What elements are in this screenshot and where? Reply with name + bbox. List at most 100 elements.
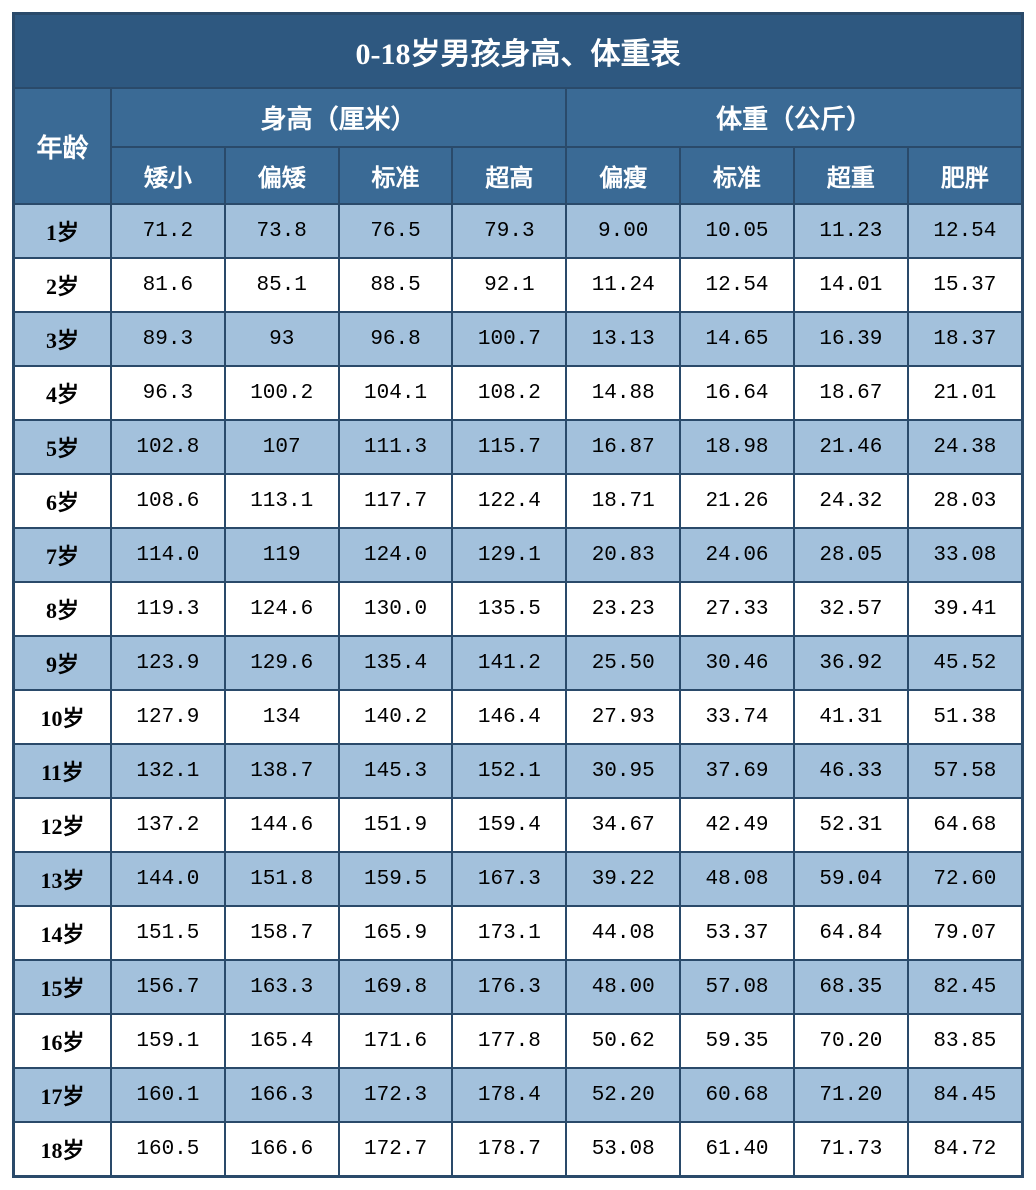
cell-age: 11岁 xyxy=(14,744,111,798)
cell-height: 151.9 xyxy=(339,798,453,852)
cell-height: 146.4 xyxy=(452,690,566,744)
cell-height: 165.9 xyxy=(339,906,453,960)
cell-weight: 18.98 xyxy=(680,420,794,474)
cell-weight: 71.73 xyxy=(794,1122,908,1177)
cell-height: 167.3 xyxy=(452,852,566,906)
cell-age: 9岁 xyxy=(14,636,111,690)
cell-height: 85.1 xyxy=(225,258,339,312)
col-height-belowavg: 偏矮 xyxy=(225,147,339,204)
table-row: 18岁160.5166.6172.7178.753.0861.4071.7384… xyxy=(14,1122,1023,1177)
cell-height: 92.1 xyxy=(452,258,566,312)
cell-height: 166.6 xyxy=(225,1122,339,1177)
cell-height: 151.5 xyxy=(111,906,225,960)
cell-height: 135.5 xyxy=(452,582,566,636)
col-height-tall: 超高 xyxy=(452,147,566,204)
cell-weight: 37.69 xyxy=(680,744,794,798)
cell-weight: 18.71 xyxy=(566,474,680,528)
table-row: 9岁123.9129.6135.4141.225.5030.4636.9245.… xyxy=(14,636,1023,690)
cell-age: 13岁 xyxy=(14,852,111,906)
cell-age: 15岁 xyxy=(14,960,111,1014)
cell-height: 144.0 xyxy=(111,852,225,906)
cell-height: 135.4 xyxy=(339,636,453,690)
table-row: 12岁137.2144.6151.9159.434.6742.4952.3164… xyxy=(14,798,1023,852)
cell-height: 172.3 xyxy=(339,1068,453,1122)
cell-height: 81.6 xyxy=(111,258,225,312)
table-row: 3岁89.39396.8100.713.1314.6516.3918.37 xyxy=(14,312,1023,366)
cell-height: 79.3 xyxy=(452,204,566,258)
cell-weight: 11.23 xyxy=(794,204,908,258)
cell-weight: 57.58 xyxy=(908,744,1023,798)
cell-weight: 60.68 xyxy=(680,1068,794,1122)
cell-height: 160.5 xyxy=(111,1122,225,1177)
cell-weight: 14.65 xyxy=(680,312,794,366)
cell-age: 8岁 xyxy=(14,582,111,636)
cell-weight: 68.35 xyxy=(794,960,908,1014)
cell-height: 93 xyxy=(225,312,339,366)
cell-weight: 24.06 xyxy=(680,528,794,582)
cell-weight: 59.04 xyxy=(794,852,908,906)
cell-weight: 48.08 xyxy=(680,852,794,906)
cell-weight: 15.37 xyxy=(908,258,1023,312)
table-body: 1岁71.273.876.579.39.0010.0511.2312.542岁8… xyxy=(14,204,1023,1177)
cell-height: 129.1 xyxy=(452,528,566,582)
cell-height: 140.2 xyxy=(339,690,453,744)
cell-height: 165.4 xyxy=(225,1014,339,1068)
cell-height: 114.0 xyxy=(111,528,225,582)
cell-height: 159.4 xyxy=(452,798,566,852)
cell-weight: 84.45 xyxy=(908,1068,1023,1122)
cell-weight: 34.67 xyxy=(566,798,680,852)
cell-weight: 24.38 xyxy=(908,420,1023,474)
cell-weight: 59.35 xyxy=(680,1014,794,1068)
cell-weight: 45.52 xyxy=(908,636,1023,690)
col-age: 年龄 xyxy=(14,88,111,204)
table-row: 4岁96.3100.2104.1108.214.8816.6418.6721.0… xyxy=(14,366,1023,420)
col-weight-overweight: 超重 xyxy=(794,147,908,204)
table-row: 13岁144.0151.8159.5167.339.2248.0859.0472… xyxy=(14,852,1023,906)
table-row: 8岁119.3124.6130.0135.523.2327.3332.5739.… xyxy=(14,582,1023,636)
cell-weight: 64.68 xyxy=(908,798,1023,852)
table-row: 5岁102.8107111.3115.716.8718.9821.4624.38 xyxy=(14,420,1023,474)
cell-weight: 46.33 xyxy=(794,744,908,798)
cell-age: 4岁 xyxy=(14,366,111,420)
col-height-group: 身高（厘米） xyxy=(111,88,566,147)
cell-height: 137.2 xyxy=(111,798,225,852)
cell-height: 102.8 xyxy=(111,420,225,474)
cell-weight: 11.24 xyxy=(566,258,680,312)
cell-height: 111.3 xyxy=(339,420,453,474)
cell-weight: 16.87 xyxy=(566,420,680,474)
cell-weight: 28.03 xyxy=(908,474,1023,528)
cell-weight: 33.74 xyxy=(680,690,794,744)
cell-weight: 52.20 xyxy=(566,1068,680,1122)
cell-weight: 12.54 xyxy=(908,204,1023,258)
cell-weight: 61.40 xyxy=(680,1122,794,1177)
cell-weight: 32.57 xyxy=(794,582,908,636)
cell-height: 100.7 xyxy=(452,312,566,366)
cell-weight: 9.00 xyxy=(566,204,680,258)
cell-weight: 27.33 xyxy=(680,582,794,636)
cell-age: 2岁 xyxy=(14,258,111,312)
cell-height: 100.2 xyxy=(225,366,339,420)
cell-height: 123.9 xyxy=(111,636,225,690)
cell-weight: 71.20 xyxy=(794,1068,908,1122)
cell-weight: 84.72 xyxy=(908,1122,1023,1177)
cell-height: 163.3 xyxy=(225,960,339,1014)
cell-weight: 25.50 xyxy=(566,636,680,690)
cell-weight: 39.22 xyxy=(566,852,680,906)
cell-weight: 10.05 xyxy=(680,204,794,258)
cell-height: 178.4 xyxy=(452,1068,566,1122)
cell-height: 88.5 xyxy=(339,258,453,312)
cell-height: 89.3 xyxy=(111,312,225,366)
cell-age: 5岁 xyxy=(14,420,111,474)
cell-weight: 30.46 xyxy=(680,636,794,690)
cell-height: 96.8 xyxy=(339,312,453,366)
cell-weight: 23.23 xyxy=(566,582,680,636)
cell-height: 178.7 xyxy=(452,1122,566,1177)
cell-weight: 24.32 xyxy=(794,474,908,528)
cell-height: 169.8 xyxy=(339,960,453,1014)
table-row: 10岁127.9134140.2146.427.9333.7441.3151.3… xyxy=(14,690,1023,744)
cell-weight: 20.83 xyxy=(566,528,680,582)
cell-weight: 44.08 xyxy=(566,906,680,960)
cell-height: 177.8 xyxy=(452,1014,566,1068)
cell-age: 14岁 xyxy=(14,906,111,960)
cell-weight: 53.37 xyxy=(680,906,794,960)
